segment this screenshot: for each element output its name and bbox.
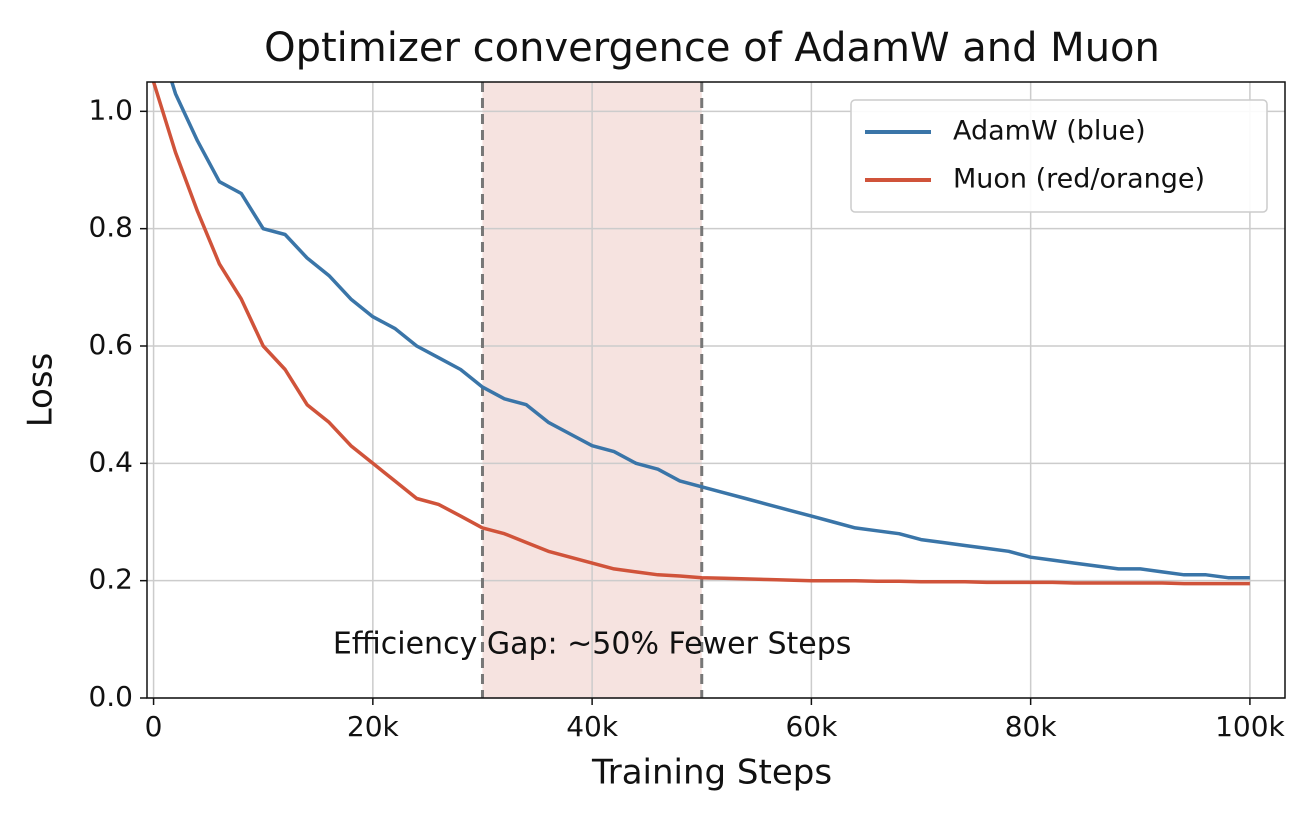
x-tick-label: 80k xyxy=(1005,710,1058,743)
annotation: Efficiency Gap: ~50% Fewer Steps xyxy=(333,627,852,662)
chart-title: Optimizer convergence of AdamW and Muon xyxy=(264,25,1160,71)
y-tick-label: 0.4 xyxy=(88,445,133,478)
y-tick-label: 0.0 xyxy=(88,680,133,713)
y-tick-label: 0.6 xyxy=(88,328,133,361)
legend-box xyxy=(850,99,1268,213)
x-tick-label: 40k xyxy=(566,710,619,743)
x-tick-label: 100k xyxy=(1215,710,1285,743)
legend-label: AdamW (blue) xyxy=(953,116,1146,147)
series-line xyxy=(151,82,1250,586)
x-tick-label: 60k xyxy=(785,710,838,743)
axes-frame xyxy=(146,81,1286,699)
y-tick-label: 0.8 xyxy=(88,211,133,244)
y-tick-label: 1.0 xyxy=(88,93,133,126)
x-tick-label: 0 xyxy=(145,710,163,743)
series-line xyxy=(170,82,1250,580)
plot-area xyxy=(151,82,1250,586)
x-axis-label: Training Steps xyxy=(591,753,832,793)
y-tick-label: 0.2 xyxy=(88,563,133,596)
legend-label: Muon (red/orange) xyxy=(953,164,1205,195)
y-axis-label: Loss xyxy=(21,353,61,428)
x-tick-label: 20k xyxy=(347,710,400,743)
